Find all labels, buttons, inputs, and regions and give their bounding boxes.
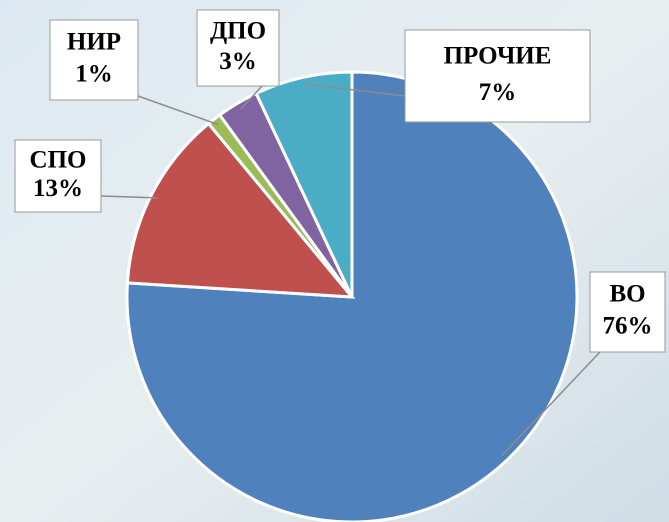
category-label: ДПО bbox=[210, 18, 266, 45]
leader-line bbox=[137, 95, 219, 126]
label-box bbox=[404, 29, 591, 123]
label-box bbox=[14, 139, 102, 213]
label-box bbox=[49, 19, 139, 101]
value-label: 1% bbox=[75, 61, 113, 88]
pie bbox=[125, 70, 579, 522]
category-label: ПРОЧИЕ bbox=[444, 42, 552, 69]
leader-line bbox=[240, 85, 263, 110]
pie-slice bbox=[125, 121, 356, 299]
label-box bbox=[196, 9, 280, 87]
value-label: 13% bbox=[33, 175, 83, 202]
leader-line bbox=[500, 351, 601, 457]
leader-line bbox=[99, 195, 158, 199]
category-label: СПО bbox=[30, 146, 87, 173]
category-label: НИР bbox=[67, 29, 121, 56]
pie-slice bbox=[125, 70, 579, 522]
value-label: 3% bbox=[219, 48, 257, 75]
value-label: 76% bbox=[603, 313, 653, 340]
label-box bbox=[589, 271, 666, 353]
value-label: 7% bbox=[479, 79, 517, 106]
category-label: ВО bbox=[609, 281, 645, 308]
leader-line bbox=[304, 83, 406, 97]
